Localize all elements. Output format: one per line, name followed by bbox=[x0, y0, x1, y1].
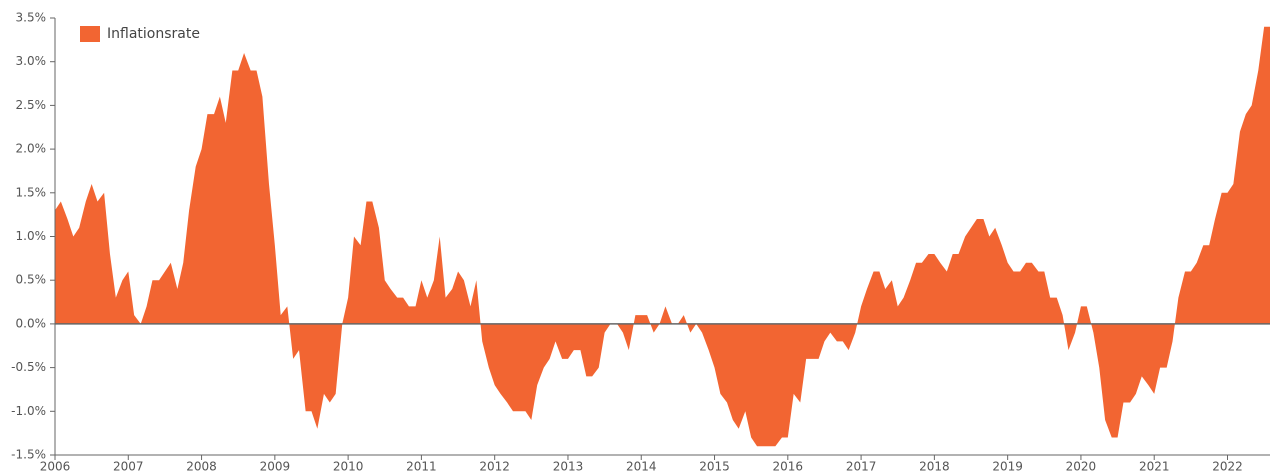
x-tick-label: 2008 bbox=[186, 460, 217, 474]
y-tick-label: -1.5% bbox=[11, 448, 46, 462]
x-tick-label: 2015 bbox=[699, 460, 730, 474]
x-tick-label: 2014 bbox=[626, 460, 657, 474]
area bbox=[55, 26, 1270, 447]
x-tick-label: 2020 bbox=[1066, 460, 1097, 474]
legend-swatch bbox=[80, 26, 100, 42]
x-tick-label: 2007 bbox=[113, 460, 144, 474]
y-tick-label: 2.0% bbox=[16, 142, 47, 156]
y-tick-label: -0.5% bbox=[11, 360, 46, 374]
x-tick-label: 2011 bbox=[406, 460, 437, 474]
x-tick-label: 2016 bbox=[773, 460, 804, 474]
y-tick-label: 2.5% bbox=[16, 98, 47, 112]
x-tick-label: 2019 bbox=[992, 460, 1023, 474]
x-tick-label: 2017 bbox=[846, 460, 877, 474]
x-tick-label: 2022 bbox=[1212, 460, 1243, 474]
x-tick-label: 2018 bbox=[919, 460, 950, 474]
y-tick-label: 3.0% bbox=[16, 54, 47, 68]
y-tick-label: 0.0% bbox=[16, 316, 47, 330]
y-tick-label: 1.0% bbox=[16, 229, 47, 243]
x-tick-label: 2006 bbox=[40, 460, 71, 474]
x-tick-label: 2010 bbox=[333, 460, 364, 474]
y-tick-label: 0.5% bbox=[16, 273, 47, 287]
y-tick-label: -1.0% bbox=[11, 404, 46, 418]
y-tick-label: 3.5% bbox=[16, 11, 47, 25]
x-tick-label: 2009 bbox=[260, 460, 291, 474]
legend-label: Inflationsrate bbox=[107, 26, 200, 42]
x-tick-label: 2013 bbox=[553, 460, 584, 474]
y-tick-label: 1.5% bbox=[16, 185, 47, 199]
x-tick-label: 2021 bbox=[1139, 460, 1170, 474]
x-tick-label: 2012 bbox=[479, 460, 510, 474]
